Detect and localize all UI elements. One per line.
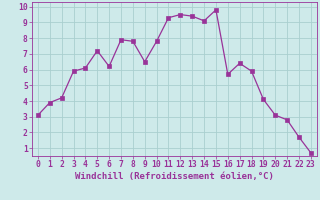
X-axis label: Windchill (Refroidissement éolien,°C): Windchill (Refroidissement éolien,°C) xyxy=(75,172,274,181)
